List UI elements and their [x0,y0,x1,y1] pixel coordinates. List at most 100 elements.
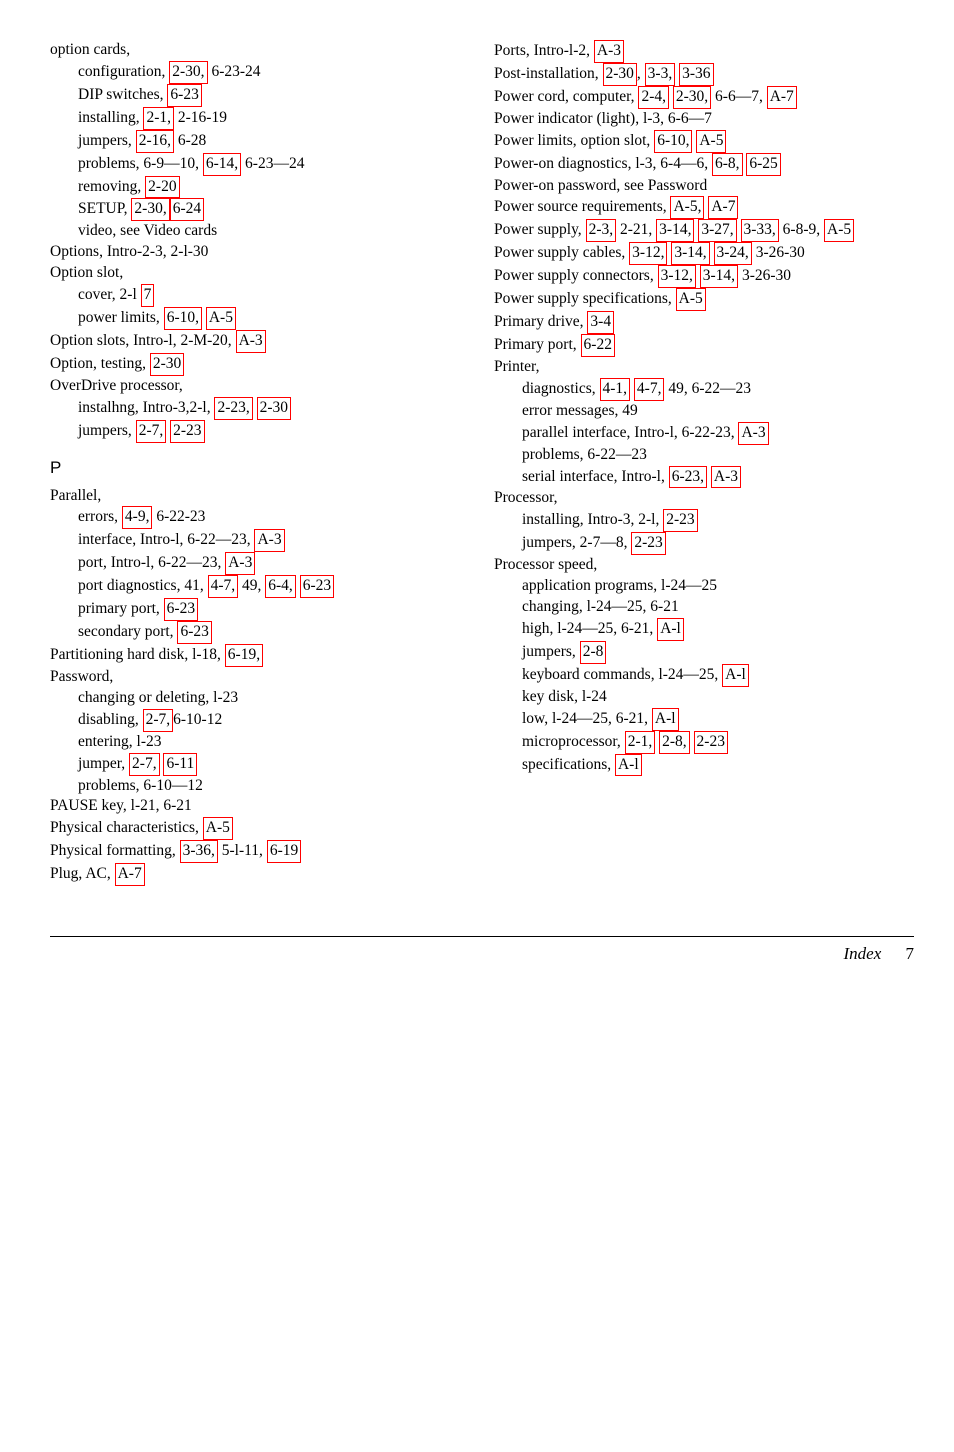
page-ref-link[interactable]: 2-23 [170,420,204,443]
page-ref-link[interactable]: A-5 [676,288,706,311]
page-ref-link[interactable]: 6-14, [203,153,241,176]
page-ref-link[interactable]: 2-23 [663,509,697,532]
index-line: Printer, [494,357,914,378]
page-ref-link[interactable]: A-7 [708,196,738,219]
page-ref-link[interactable]: 6-23 [164,598,198,621]
page-ref-link[interactable]: A-3 [594,40,624,63]
page-ref-link[interactable]: 6-10, [164,307,202,330]
page-ref-link[interactable]: 2-8, [659,731,690,754]
index-line: jumpers, 2-16, 6-28 [50,130,470,153]
page-ref-link[interactable]: 6-24 [170,198,204,221]
page-ref-link[interactable]: 6-23 [177,621,211,644]
index-line: microprocessor, 2-1, 2-8, 2-23 [494,731,914,754]
page-ref-link[interactable]: 2-7, [129,753,160,776]
page-ref-link[interactable]: 2-7, [136,420,167,443]
index-line: installing, 2-1, 2-16-19 [50,107,470,130]
index-left-column: option cards,configuration, 2-30, 6-23-2… [50,40,470,886]
page-ref-link[interactable]: 3-4 [587,311,614,334]
index-line: Physical formatting, 3-36, 5-l-11, 6-19 [50,840,470,863]
page-ref-link[interactable]: 2-1, [625,731,656,754]
page-ref-link[interactable]: 3-24, [714,242,752,265]
page-ref-link[interactable]: 6-10, [654,130,692,153]
index-line: Power source requirements, A-5, A-7 [494,196,914,219]
index-line: Option, testing, 2-30 [50,353,470,376]
page-ref-link[interactable]: 6-22 [581,334,615,357]
page-ref-link[interactable]: 2-1, [143,107,174,130]
page-ref-link[interactable]: A-l [657,618,684,641]
page-ref-link[interactable]: A-3 [225,552,255,575]
page-ref-link[interactable]: 2-23 [694,731,728,754]
index-line: error messages, 49 [494,401,914,422]
page-ref-link[interactable]: 2-8 [580,641,607,664]
footer-page-number: 7 [906,944,915,963]
page-ref-link[interactable]: A-7 [767,86,797,109]
page-ref-link[interactable]: 6-19 [267,840,301,863]
page-ref-link[interactable]: 4-1, [600,378,631,401]
index-line: Processor speed, [494,555,914,576]
page-ref-link[interactable]: 3-36 [679,63,713,86]
page-ref-link[interactable]: A-5 [824,219,854,242]
index-line: Option slots, Intro-l, 2-M-20, A-3 [50,330,470,353]
page-ref-link[interactable]: 3-33, [741,219,779,242]
page-ref-link[interactable]: 6-23 [300,575,334,598]
page-ref-link[interactable]: 2-30 [150,353,184,376]
index-line: changing or deleting, l-23 [50,688,470,709]
index-line: jumpers, 2-7, 2-23 [50,420,470,443]
page-ref-link[interactable]: 7 [141,284,155,307]
index-line: jumpers, 2-7—8, 2-23 [494,532,914,555]
page-ref-link[interactable]: 2-23, [214,397,252,420]
page-ref-link[interactable]: 2-30, [131,198,169,221]
page-ref-link[interactable]: A-l [722,664,749,687]
page-ref-link[interactable]: 2-30, [673,86,711,109]
page-ref-link[interactable]: A-3 [236,330,266,353]
page-ref-link[interactable]: 4-9, [122,506,153,529]
page-ref-link[interactable]: 6-11 [163,753,197,776]
page-ref-link[interactable]: A-3 [254,529,284,552]
page-ref-link[interactable]: 6-19, [225,644,263,667]
index-line: problems, 6-10—12 [50,776,470,797]
page-ref-link[interactable]: 2-30, [169,61,207,84]
page-ref-link[interactable]: 6-4, [265,575,296,598]
page-ref-link[interactable]: 3-12, [629,242,667,265]
page-ref-link[interactable]: 6-23, [669,466,707,489]
page-ref-link[interactable]: 3-12, [658,265,696,288]
page-ref-link[interactable]: A-5 [206,307,236,330]
page-ref-link[interactable]: 3-14, [700,265,738,288]
page-ref-link[interactable]: 4-7, [634,378,665,401]
page-ref-link[interactable]: A-7 [115,863,145,886]
page-ref-link[interactable]: 2-16, [136,130,174,153]
page-ref-link[interactable]: 2-30 [257,397,291,420]
page-ref-link[interactable]: 2-20 [145,176,179,199]
index-line: Options, Intro-2-3, 2-l-30 [50,242,470,263]
index-line: Power indicator (light), l-3, 6-6—7 [494,109,914,130]
page-ref-link[interactable]: 6-8, [712,153,743,176]
page-ref-link[interactable]: 2-23 [631,532,665,555]
page-ref-link[interactable]: A-5, [670,196,704,219]
page-ref-link[interactable]: 6-25 [746,153,780,176]
index-line: specifications, A-l [494,754,914,777]
page-ref-link[interactable]: 6-23 [167,84,201,107]
index-line: Password, [50,667,470,688]
page-ref-link[interactable]: 2-30 [603,63,637,86]
page-ref-link[interactable]: 2-4, [638,86,669,109]
index-line: Power cord, computer, 2-4, 2-30, 6-6—7, … [494,86,914,109]
page-ref-link[interactable]: A-5 [203,817,233,840]
page-ref-link[interactable]: 3-27, [698,219,736,242]
page-ref-link[interactable]: A-l [652,708,679,731]
index-line: primary port, 6-23 [50,598,470,621]
index-line: SETUP, 2-30,6-24 [50,198,470,221]
page-ref-link[interactable]: 3-14, [656,219,694,242]
page-ref-link[interactable]: 3-36, [180,840,218,863]
page-ref-link[interactable]: A-5 [696,130,726,153]
page-ref-link[interactable]: 2-7, [143,709,174,732]
page-ref-link[interactable]: A-l [615,754,642,777]
page-ref-link[interactable]: 3-3, [645,63,676,86]
index-line: entering, l-23 [50,732,470,753]
index-line: low, l-24—25, 6-21, A-l [494,708,914,731]
page-ref-link[interactable]: 2-3, [586,219,617,242]
page-ref-link[interactable]: 3-14, [671,242,709,265]
page-ref-link[interactable]: A-3 [711,466,741,489]
page-ref-link[interactable]: A-3 [738,422,768,445]
index-line: Post-installation, 2-30 , 3-3, 3-36 [494,63,914,86]
page-ref-link[interactable]: 4-7, [208,575,239,598]
